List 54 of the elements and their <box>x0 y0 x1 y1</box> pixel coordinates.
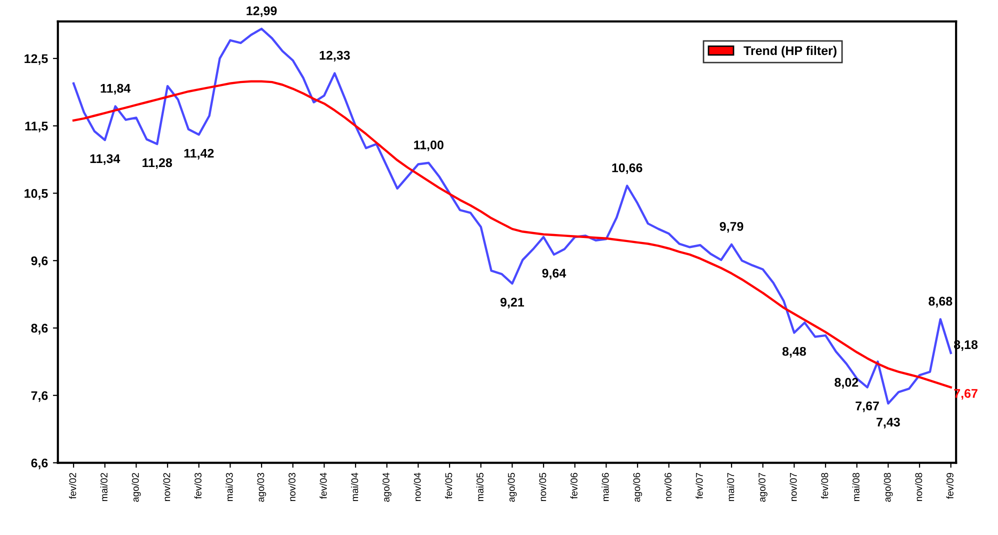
y-tick-label: 11,5 <box>25 122 48 132</box>
x-tick-label: mai/07 <box>727 472 734 502</box>
x-tick-label: fev/03 <box>194 472 202 499</box>
x-tick-label: nov/08 <box>915 472 922 502</box>
data-label: 12,33 <box>320 50 350 62</box>
y-tick-label: 8,6 <box>31 324 48 334</box>
x-tick-label: nov/06 <box>664 472 672 502</box>
x-tick-label: fev/06 <box>570 472 578 499</box>
data-label: 8,48 <box>782 346 806 358</box>
data-label: 8,02 <box>834 378 858 389</box>
x-tick-label: mai/02 <box>100 472 108 502</box>
x-tick-label: fev/09 <box>946 472 954 499</box>
data-label: 11,84 <box>100 84 131 95</box>
x-tick-label: nov/07 <box>790 472 797 502</box>
legend-label: Trend (HP filter) <box>744 46 836 58</box>
data-label: 12,99 <box>246 6 277 18</box>
x-tick-label: ago/04 <box>382 472 392 502</box>
x-tick-label: mai/05 <box>476 472 484 502</box>
x-tick-label: mai/03 <box>226 472 233 502</box>
x-tick-label: ago/02 <box>132 472 141 502</box>
x-tick-label: ago/07 <box>758 472 768 502</box>
x-tick-label: fev/05 <box>445 472 452 499</box>
data-label: 11,42 <box>184 148 214 160</box>
x-tick-label: mai/04 <box>351 472 358 502</box>
data-label: 8,68 <box>928 296 952 308</box>
data-label: 7,43 <box>876 418 900 428</box>
x-tick-label: nov/05 <box>539 472 546 502</box>
data-label: 11,00 <box>414 140 444 152</box>
data-label: 9,79 <box>720 222 744 233</box>
x-tick-label: ago/05 <box>508 472 517 502</box>
x-tick-label: mai/08 <box>852 472 860 502</box>
data-label: 10,66 <box>612 163 642 174</box>
data-label: 7,67 <box>856 402 879 412</box>
x-tick-label: fev/04 <box>320 472 327 499</box>
data-label: 9,64 <box>542 268 566 280</box>
x-tick-label: nov/04 <box>414 472 421 502</box>
y-tick-label: 12,5 <box>24 54 48 65</box>
y-tick-label: 10,5 <box>24 189 48 200</box>
data-label: 9,21 <box>500 298 524 308</box>
line-series <box>72 80 952 388</box>
x-tick-label: ago/06 <box>633 472 642 502</box>
x-tick-label: fev/08 <box>821 472 828 499</box>
y-tick-label: 9,6 <box>31 256 48 268</box>
y-tick-label: 7,6 <box>31 391 48 402</box>
data-label: 11,28 <box>142 158 172 169</box>
x-tick-label: fev/02 <box>69 472 76 499</box>
data-label: 11,34 <box>90 154 120 165</box>
x-tick-label: nov/03 <box>288 472 296 502</box>
x-tick-label: ago/03 <box>257 472 266 502</box>
y-tick-label: 6,6 <box>31 458 48 470</box>
x-tick-label: ago/08 <box>884 472 893 502</box>
x-tick-label: mai/06 <box>602 472 609 502</box>
x-tick-label: fev/07 <box>696 472 703 499</box>
x-tick-label: nov/02 <box>163 472 170 502</box>
